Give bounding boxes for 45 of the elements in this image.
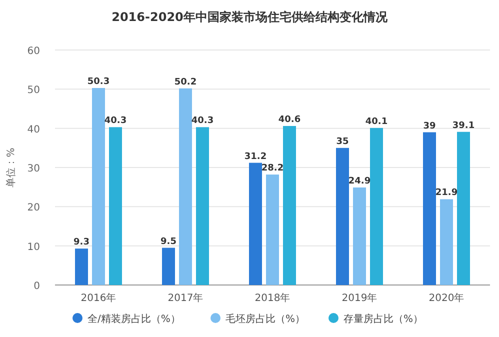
bar xyxy=(266,174,279,285)
y-tick-label: 40 xyxy=(27,124,40,136)
data-label: 9.5 xyxy=(160,236,176,247)
data-label: 9.3 xyxy=(74,238,90,248)
data-label: 28.2 xyxy=(261,164,284,174)
data-label: 50.3 xyxy=(87,76,110,87)
y-tick-label: 0 xyxy=(34,281,40,292)
legend-label: 全/精装房占比（%） xyxy=(88,313,180,325)
x-tick-label: 2018年 xyxy=(254,292,290,304)
data-label: 21.9 xyxy=(435,188,458,198)
bar xyxy=(423,132,436,285)
x-tick-label: 2016年 xyxy=(80,292,116,304)
y-tick-label: 60 xyxy=(27,46,40,57)
bar xyxy=(370,128,383,285)
bar xyxy=(179,88,192,285)
x-tick-label: 2019年 xyxy=(342,292,378,304)
x-tick-label: 2017年 xyxy=(168,292,204,304)
data-label: 39.1 xyxy=(452,120,475,131)
legend-label: 毛坯房占比（%） xyxy=(226,313,306,325)
data-label: 40.6 xyxy=(278,114,301,125)
data-label: 40.1 xyxy=(365,116,388,127)
legend-label: 存量房占比（%） xyxy=(344,313,424,325)
bar xyxy=(92,88,105,285)
y-tick-label: 50 xyxy=(27,85,40,96)
chart-title: 2016-2020年中国家装市场住宅供给结构变化情况 xyxy=(112,10,388,24)
y-axis-title: 单位：% xyxy=(5,148,17,188)
y-tick-label: 10 xyxy=(27,242,40,253)
data-label: 39 xyxy=(423,121,436,132)
bar xyxy=(109,127,122,285)
y-tick-label: 30 xyxy=(27,164,40,174)
bar xyxy=(457,132,470,285)
bar xyxy=(353,187,366,285)
bar xyxy=(440,199,453,285)
bar xyxy=(283,126,296,285)
x-tick-label: 2020年 xyxy=(428,292,464,304)
data-label: 31.2 xyxy=(244,152,267,162)
y-tick-label: 20 xyxy=(27,202,40,214)
data-label: 50.2 xyxy=(174,77,197,88)
bar xyxy=(249,162,262,285)
bar xyxy=(75,248,88,285)
data-label: 24.9 xyxy=(348,176,371,186)
data-label: 35 xyxy=(336,136,349,147)
bar xyxy=(336,148,349,285)
bar xyxy=(196,127,209,285)
bar xyxy=(162,248,175,285)
